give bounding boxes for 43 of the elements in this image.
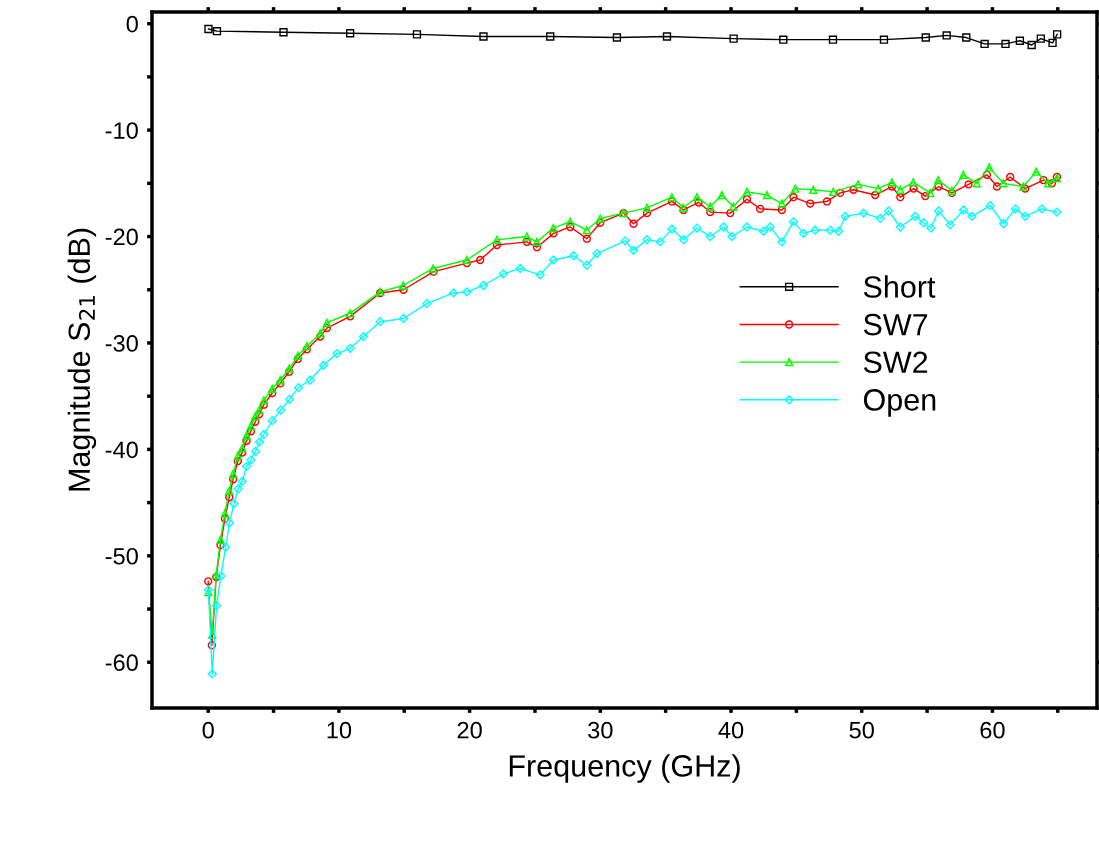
point: [1036, 34, 1045, 43]
point: [662, 32, 672, 41]
point: [546, 32, 555, 41]
x-tick-label: 40: [718, 721, 744, 739]
point: [980, 39, 989, 49]
legend-label: Short: [863, 275, 936, 298]
point: [1015, 36, 1025, 45]
point: [204, 24, 213, 34]
point: [1052, 30, 1062, 39]
point: [412, 30, 422, 39]
y-tick-label: -50: [105, 547, 138, 565]
point: [612, 33, 622, 42]
x-axis-title: Frequency (GHz): [509, 754, 740, 783]
point: [962, 33, 971, 42]
point: [942, 31, 951, 40]
point: [879, 35, 889, 44]
point: [1048, 38, 1057, 48]
y-axis-title: Magnitude S$_{21}$ (dB): [67, 228, 97, 491]
point: [1027, 40, 1036, 50]
y-tick-label: 0: [126, 15, 138, 33]
x-tick-label: 30: [588, 721, 613, 739]
point: [479, 32, 488, 41]
point: [345, 29, 355, 38]
legend-label: SW2: [863, 351, 928, 374]
legend-label: Open: [863, 389, 936, 417]
y-tick-label: -60: [105, 654, 138, 672]
y-tick-label: -10: [105, 122, 138, 139]
point: [828, 35, 838, 44]
point: [729, 34, 738, 43]
point: [212, 26, 222, 36]
point: [779, 35, 788, 44]
point: [279, 28, 288, 37]
y-tick-label: -30: [105, 335, 138, 352]
legend-label: SW7: [863, 313, 928, 336]
y-tick-label: -20: [105, 228, 138, 246]
y-tick-label: -40: [105, 441, 138, 459]
x-tick-label: 20: [457, 721, 482, 739]
x-tick-label: 0: [202, 721, 214, 739]
point: [1001, 39, 1010, 49]
x-tick-label: 10: [327, 721, 352, 739]
x-tick-label: 50: [849, 721, 874, 739]
point: [921, 33, 930, 42]
x-tick-label: 60: [980, 721, 1005, 739]
